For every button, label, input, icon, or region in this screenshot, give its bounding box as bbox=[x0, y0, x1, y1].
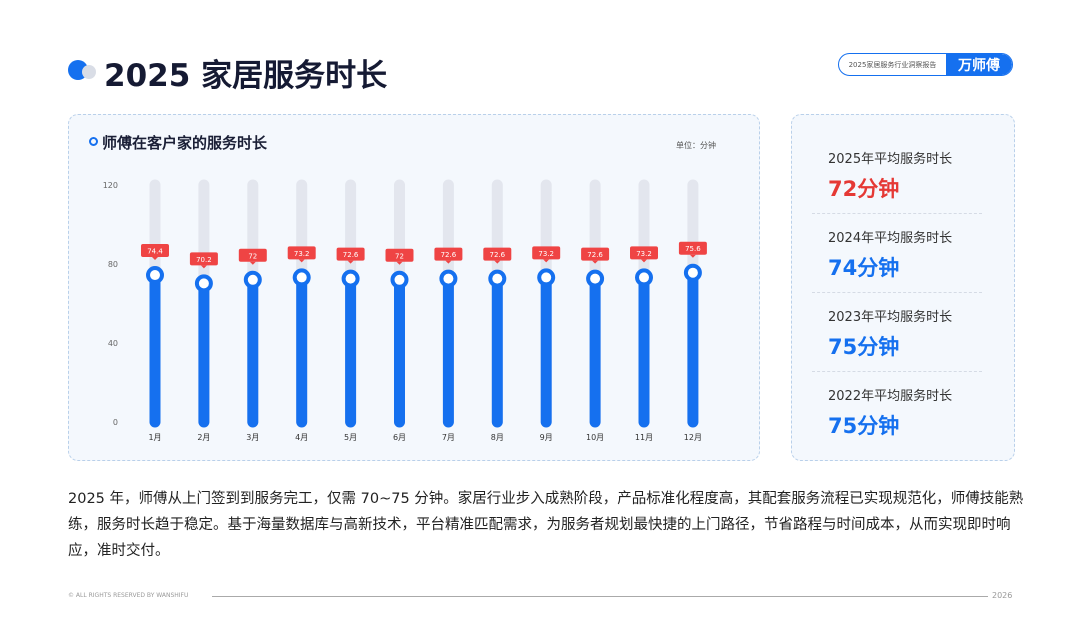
bar-marker bbox=[439, 269, 458, 288]
bar-marker bbox=[341, 269, 360, 288]
data-label-bg bbox=[434, 247, 463, 261]
brand-logo: 万师傅 bbox=[946, 54, 1012, 75]
bar-marker bbox=[586, 269, 605, 288]
data-label-bg bbox=[238, 248, 267, 262]
stat-divider bbox=[812, 213, 982, 214]
data-label: 72.6 bbox=[441, 251, 457, 259]
stat-item: 2025年平均服务时长 72分钟 bbox=[828, 148, 952, 203]
x-tick-label: 4月 bbox=[295, 433, 308, 442]
footer-year: 2026 bbox=[992, 591, 1013, 600]
data-label-pointer bbox=[689, 254, 696, 258]
data-label: 73.2 bbox=[636, 250, 652, 258]
description: 2025 年，师傅从上门签到到服务完工，仅需 70~75 分钟。家居行业步入成熟… bbox=[68, 491, 1024, 559]
x-tick-label: 5月 bbox=[344, 433, 357, 442]
stat-value: 74分钟 bbox=[828, 256, 900, 280]
data-label: 72 bbox=[248, 252, 257, 260]
data-label-pointer bbox=[298, 259, 305, 263]
bar-marker bbox=[292, 268, 311, 287]
circle-icon bbox=[89, 137, 98, 146]
y-tick-label: 40 bbox=[108, 339, 118, 348]
stat-item: 2023年平均服务时长 75分钟 bbox=[828, 306, 952, 361]
data-label-bg bbox=[385, 248, 414, 262]
copyright: © ALL RIGHTS RESERVED BY WANSHIFU bbox=[68, 592, 189, 599]
stat-value: 72分钟 bbox=[828, 177, 900, 201]
data-label-bg bbox=[336, 247, 365, 261]
stat-item: 2022年平均服务时长 75分钟 bbox=[828, 385, 952, 440]
bar-marker bbox=[243, 270, 262, 289]
x-tick-label: 8月 bbox=[491, 433, 504, 442]
y-tick-label: 120 bbox=[103, 181, 118, 190]
badge-text: 2025家居服务行业洞察报告 bbox=[848, 60, 937, 69]
data-label-bg bbox=[141, 244, 169, 258]
y-tick-label: 80 bbox=[108, 260, 118, 269]
footer-divider bbox=[212, 596, 988, 597]
x-tick-label: 6月 bbox=[393, 433, 406, 442]
stat-divider bbox=[812, 371, 982, 372]
data-label-pointer bbox=[249, 261, 256, 265]
x-tick-label: 11月 bbox=[635, 433, 653, 442]
data-label-pointer bbox=[494, 260, 501, 264]
bar-marker bbox=[635, 268, 653, 287]
stat-divider bbox=[812, 292, 982, 293]
data-label-pointer bbox=[543, 259, 550, 263]
x-tick-label: 10月 bbox=[586, 433, 604, 442]
stat-value: 75分钟 bbox=[828, 414, 900, 438]
x-tick-label: 2月 bbox=[197, 433, 210, 442]
stat-label: 2023年平均服务时长 bbox=[828, 310, 953, 325]
data-label-pointer bbox=[641, 259, 647, 263]
data-label-bg bbox=[287, 246, 316, 260]
data-label: 74.4 bbox=[147, 248, 163, 256]
data-label-bg bbox=[532, 246, 561, 260]
data-label: 72 bbox=[395, 252, 404, 260]
bar-marker bbox=[683, 263, 702, 282]
data-label-bg bbox=[581, 247, 610, 261]
bar-marker bbox=[146, 266, 164, 285]
report-badge: 2025家居服务行业洞察报告 万师傅 bbox=[838, 53, 1013, 76]
bar-marker bbox=[390, 270, 409, 289]
page-title: 2025 家居服务时长 bbox=[104, 58, 388, 94]
stats-panel bbox=[791, 114, 1015, 461]
data-label-bg bbox=[189, 252, 218, 266]
stat-label: 2022年平均服务时长 bbox=[828, 389, 953, 404]
data-label-pointer bbox=[396, 261, 403, 265]
data-label-pointer bbox=[347, 260, 354, 264]
data-label: 70.2 bbox=[196, 256, 212, 264]
data-label: 73.2 bbox=[294, 250, 310, 258]
data-label-pointer bbox=[592, 260, 599, 264]
x-tick-label: 3月 bbox=[246, 433, 259, 442]
data-label: 75.6 bbox=[685, 245, 701, 253]
data-label-bg bbox=[678, 241, 707, 255]
data-label-pointer bbox=[445, 260, 452, 264]
data-label: 72.6 bbox=[587, 251, 603, 259]
unit-label: 单位：分钟 bbox=[676, 141, 716, 150]
stat-item: 2024年平均服务时长 74分钟 bbox=[828, 227, 952, 282]
stat-label: 2024年平均服务时长 bbox=[828, 231, 953, 246]
data-label-pointer bbox=[152, 257, 158, 261]
x-tick-label: 1月 bbox=[148, 433, 161, 442]
stat-value: 75分钟 bbox=[828, 335, 900, 359]
bar-marker bbox=[488, 269, 507, 288]
title-dot-icon bbox=[82, 65, 96, 79]
data-label-pointer bbox=[200, 265, 207, 269]
data-label: 73.2 bbox=[538, 250, 554, 258]
x-tick-label: 7月 bbox=[442, 433, 455, 442]
data-label-bg bbox=[483, 247, 512, 261]
data-label: 72.6 bbox=[490, 251, 506, 259]
x-tick-label: 9月 bbox=[540, 433, 553, 442]
bar-marker bbox=[194, 274, 213, 293]
x-tick-label: 12月 bbox=[684, 433, 702, 442]
stat-label: 2025年平均服务时长 bbox=[828, 152, 953, 167]
data-label-bg bbox=[630, 246, 658, 260]
bar-marker bbox=[537, 268, 556, 287]
chart-title: 师傅在客户家的服务时长 bbox=[102, 134, 268, 152]
data-label: 72.6 bbox=[343, 251, 359, 259]
y-tick-label: 0 bbox=[113, 418, 118, 427]
